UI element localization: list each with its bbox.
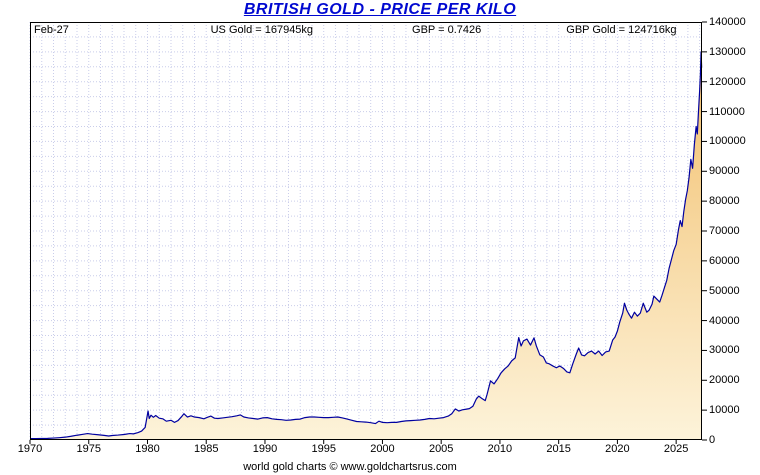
axis-ticks (29, 21, 707, 444)
area-fill (30, 51, 702, 441)
x-axis-label: 1995 (311, 443, 336, 455)
y-axis-label: 80000 (709, 195, 740, 208)
x-axis-label: 2005 (428, 443, 454, 455)
y-axis-label: 30000 (709, 344, 740, 357)
page-title: BRITISH GOLD - PRICE PER KILO (243, 1, 517, 18)
plot-area: Feb-27 US Gold = 167945kg GBP = 0.7426 G… (29, 21, 707, 444)
y-axis-label: 0 (709, 434, 716, 446)
y-axis-label: 70000 (709, 225, 740, 237)
date-label: Feb-27 (34, 24, 69, 36)
y-axis-label: 20000 (709, 374, 740, 387)
us-gold-value: US Gold = 167945kg (210, 24, 314, 36)
x-axis-label: 2000 (370, 443, 395, 455)
x-axis-labels: 1970 1975 1980 1985 1990 1995 2000 2005 2010 2015… (0, 443, 760, 457)
y-axis-label: 10000 (709, 404, 740, 417)
x-axis-label: 1990 (252, 443, 278, 455)
y-axis-label: 140000 (709, 16, 746, 28)
x-axis-label: 1970 (17, 443, 43, 455)
x-axis-label: 2010 (487, 443, 513, 455)
y-axis-label: 60000 (709, 254, 740, 267)
y-axis-label: 100000 (709, 135, 746, 148)
y-axis-labels: 0 10000 20000 30000 40000 50000 60000 70000 8000… (709, 0, 759, 475)
gbp-gold-value: GBP Gold = 124716kg (566, 24, 677, 36)
y-axis-label: 130000 (709, 45, 746, 58)
gbp-rate-value: GBP = 0.7426 (412, 24, 482, 36)
footer-credit: world gold charts © www.goldchartsrus.co… (243, 461, 457, 473)
x-axis-label: 2025 (663, 443, 689, 455)
x-axis-label: 1980 (135, 443, 160, 455)
x-axis-label: 2020 (605, 443, 630, 455)
y-axis-label: 40000 (709, 314, 740, 327)
y-axis-label: 90000 (709, 165, 740, 178)
y-axis-label: 110000 (709, 105, 745, 118)
y-axis-label: 50000 (709, 284, 740, 297)
x-axis-label: 2015 (546, 443, 571, 455)
x-axis-label: 1975 (76, 443, 101, 455)
price-line (29, 51, 703, 440)
plot-border (30, 22, 702, 440)
chart-canvas (29, 21, 707, 444)
y-axis-label: 120000 (709, 75, 746, 88)
x-axis-label: 1985 (193, 443, 219, 455)
